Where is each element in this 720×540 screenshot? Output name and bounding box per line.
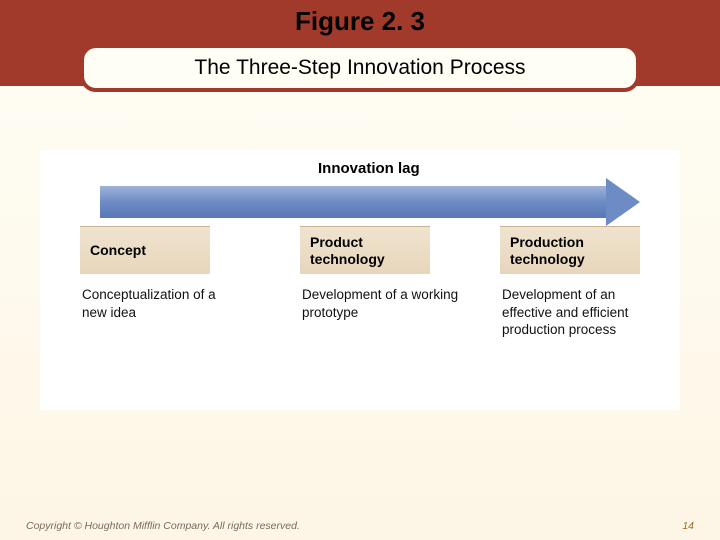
step-box-product-technology: Product technology [300,226,430,274]
page-number: 14 [682,520,694,532]
figure-label: Figure 2. 3 [0,0,720,37]
step-description: Development of a working prototype [302,286,462,321]
step-box-concept: Concept [80,226,210,274]
header-bar: Figure 2. 3 The Three-Step Innovation Pr… [0,0,720,86]
footer: Copyright © Houghton Mifflin Company. Al… [0,520,720,532]
step-box-production-technology: Production technology [500,226,640,274]
subtitle-text: The Three-Step Innovation Process [194,56,525,80]
step-label: Concept [90,242,146,258]
arrow-body [100,186,608,218]
step-label: Production technology [510,234,640,266]
diagram-panel: Innovation lag Concept Product technolog… [40,150,680,410]
innovation-lag-label: Innovation lag [318,160,420,177]
step-description: Development of an effective and efficien… [502,286,662,339]
step-label: Product technology [310,234,430,266]
arrow-head-icon [606,178,640,226]
subtitle-pill: The Three-Step Innovation Process [80,44,640,92]
process-arrow [100,184,640,220]
copyright-text: Copyright © Houghton Mifflin Company. Al… [26,520,300,532]
step-description: Conceptualization of a new idea [82,286,242,321]
